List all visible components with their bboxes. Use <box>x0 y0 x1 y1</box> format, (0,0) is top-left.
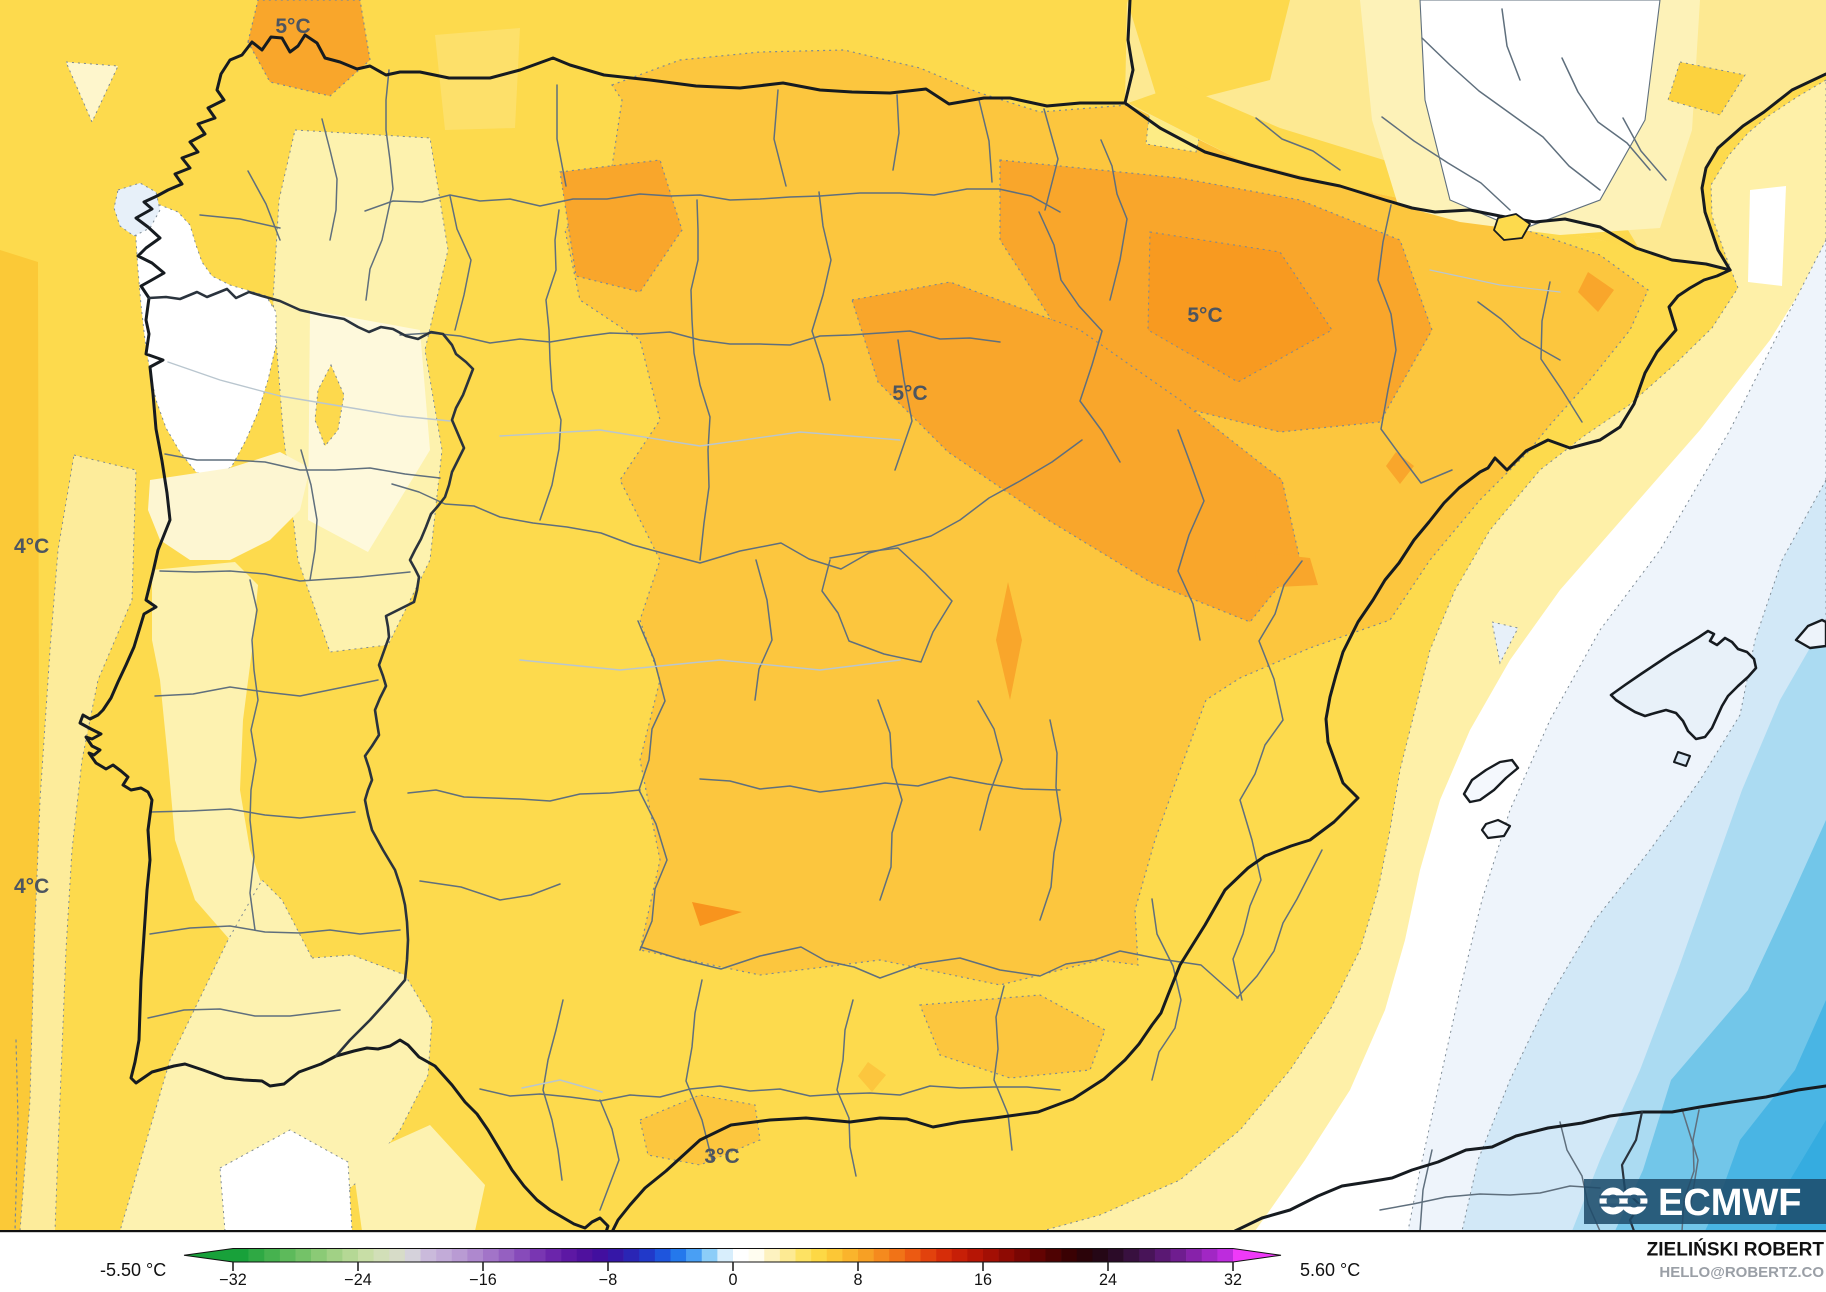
svg-text:−8: −8 <box>599 1271 617 1287</box>
svg-text:16: 16 <box>974 1271 992 1287</box>
svg-text:5°C: 5°C <box>275 15 310 38</box>
svg-text:−16: −16 <box>469 1271 496 1287</box>
svg-text:4°C: 4°C <box>14 535 49 558</box>
svg-text:−32: −32 <box>219 1271 246 1287</box>
svg-text:24: 24 <box>1099 1271 1117 1287</box>
svg-text:0: 0 <box>728 1271 737 1287</box>
svg-text:ZIELIŃSKI ROBERT: ZIELIŃSKI ROBERT <box>1647 1239 1825 1261</box>
svg-text:5°C: 5°C <box>892 382 927 405</box>
svg-text:-5.50 °C: -5.50 °C <box>100 1260 166 1280</box>
svg-text:ECMWF: ECMWF <box>1658 1182 1802 1224</box>
svg-text:32: 32 <box>1224 1271 1242 1287</box>
svg-text:5°C: 5°C <box>1187 304 1222 327</box>
svg-text:8: 8 <box>853 1271 862 1287</box>
svg-text:5.60 °C: 5.60 °C <box>1300 1260 1360 1280</box>
svg-text:−24: −24 <box>344 1271 371 1287</box>
svg-text:3°C: 3°C <box>704 1145 739 1168</box>
svg-text:4°C: 4°C <box>14 875 49 898</box>
svg-text:HELLO@ROBERTZ.CO: HELLO@ROBERTZ.CO <box>1659 1264 1824 1281</box>
